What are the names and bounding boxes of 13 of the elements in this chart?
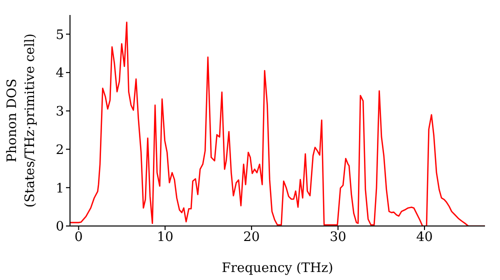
y-tick-label: 5 <box>56 28 64 43</box>
x-axis-title: Frequency (THz) <box>222 261 334 276</box>
x-tick-label: 10 <box>156 230 174 246</box>
x-tick-label: 40 <box>416 230 433 246</box>
y-tick-label: 2 <box>56 142 64 158</box>
y-tick-label: 0 <box>56 220 64 235</box>
x-tick-label: 0 <box>74 230 83 246</box>
y-tick-label: 4 <box>56 66 64 82</box>
y-axis-title: Phonon DOS (States/THz·primitive cell) <box>5 33 38 208</box>
x-tick-label: 20 <box>243 230 260 246</box>
y-tick-label: 1 <box>56 181 64 196</box>
x-tick-label: 30 <box>330 230 346 246</box>
y-tick-label: 3 <box>56 104 64 120</box>
